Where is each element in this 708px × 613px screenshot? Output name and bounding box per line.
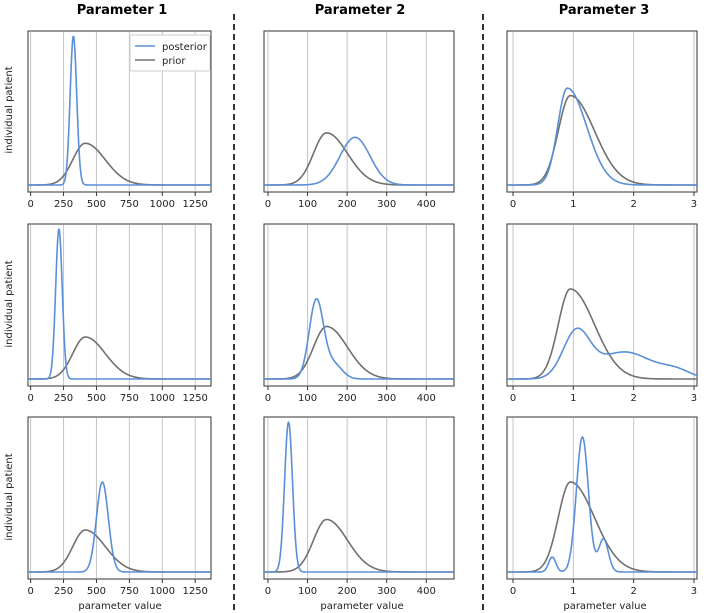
panel-frame: [27, 223, 212, 387]
ylabel-row-3: individual patient: [4, 453, 15, 540]
posterior-curve: [27, 481, 212, 573]
legend: posterior prior: [129, 34, 211, 72]
row-ylabels: individual patient individual patient in…: [4, 66, 15, 540]
xlabel-col-1: parameter value: [78, 601, 161, 612]
ylabel-row-2: individual patient: [4, 260, 15, 347]
x-tick-label: 250: [54, 586, 73, 597]
panel-frame: [506, 416, 698, 580]
posterior-curve: [506, 436, 698, 573]
x-tick-label: 400: [417, 393, 436, 404]
x-tick-label: 400: [417, 199, 436, 210]
panel-frame: [506, 30, 698, 193]
prior-curve: [506, 288, 698, 380]
x-tick-label: 0: [265, 199, 271, 210]
panel-r2-c3: 0 1 2 3: [506, 223, 698, 404]
xlabel-col-3: parameter value: [563, 601, 646, 612]
x-tick-label: 0: [27, 199, 33, 210]
x-tick-label: 200: [338, 586, 357, 597]
posterior-curve: [263, 136, 455, 186]
x-tick-label: 3: [691, 393, 697, 404]
x-tick-label: 1250: [182, 393, 207, 404]
x-tick-label: 100: [298, 393, 317, 404]
x-tick-label: 200: [338, 199, 357, 210]
x-tick-label: 0: [27, 586, 33, 597]
x-tick-label: 0: [510, 393, 516, 404]
x-tick-label: 0: [265, 586, 271, 597]
x-tick-label: 300: [377, 393, 396, 404]
panel-r3-c1: 0 250 500 750 1000 1250: [27, 416, 212, 597]
panel-frame: [263, 223, 455, 387]
x-tick-label: 2: [630, 199, 636, 210]
x-tick-label: 200: [338, 393, 357, 404]
legend-box: [129, 34, 211, 72]
x-tick-label: 1250: [182, 586, 207, 597]
ylabel-row-1: individual patient: [4, 66, 15, 153]
xlabel-col-2: parameter value: [320, 601, 403, 612]
x-tick-label: 0: [510, 199, 516, 210]
posterior-curve: [506, 87, 698, 186]
x-tick-label: 500: [87, 393, 106, 404]
x-tick-label: 1: [570, 586, 576, 597]
x-tick-label: 3: [691, 199, 697, 210]
panel-frame: [263, 30, 455, 193]
x-tick-label: 400: [417, 586, 436, 597]
x-tick-label: 1250: [182, 199, 207, 210]
x-tick-label: 100: [298, 199, 317, 210]
x-tick-label: 750: [120, 199, 139, 210]
x-tick-label: 3: [691, 586, 697, 597]
panel-r1-c3: 0 1 2 3: [506, 30, 698, 210]
posterior-curve: [263, 297, 455, 380]
x-tick-label: 1000: [150, 586, 175, 597]
panel-r2-c1: 0 250 500 750 1000 1250: [27, 223, 212, 404]
legend-prior-label: prior: [162, 56, 186, 67]
x-tick-label: 1: [570, 393, 576, 404]
posterior-curve: [27, 228, 212, 380]
column-title-3: Parameter 3: [559, 3, 650, 18]
x-tick-label: 500: [87, 586, 106, 597]
panel-r2-c2: 0 100 200 300 400: [263, 223, 455, 404]
x-tick-label: 1: [570, 199, 576, 210]
x-tick-label: 500: [87, 199, 106, 210]
column-title-1: Parameter 1: [77, 3, 168, 18]
posterior-curve: [27, 35, 212, 186]
posterior-curve: [506, 327, 698, 380]
x-tick-label: 2: [630, 586, 636, 597]
panel-frame: [27, 416, 212, 580]
x-tick-label: 250: [54, 199, 73, 210]
panel-frame: [263, 416, 455, 580]
x-tick-label: 100: [298, 586, 317, 597]
panel-r3-c3: 0 1 2 3: [506, 416, 698, 597]
x-tick-label: 250: [54, 393, 73, 404]
panel-frame: [506, 223, 698, 387]
x-tick-label: 0: [265, 393, 271, 404]
x-tick-label: 750: [120, 393, 139, 404]
panel-r3-c2: 0 100 200 300 400: [263, 416, 455, 597]
x-tick-label: 0: [27, 393, 33, 404]
column-xlabels: parameter value parameter value paramete…: [78, 601, 646, 612]
x-tick-label: 750: [120, 586, 139, 597]
x-tick-label: 1000: [150, 393, 175, 404]
x-tick-label: 300: [377, 586, 396, 597]
legend-posterior-label: posterior: [162, 42, 208, 53]
panels: 0 250 500 750 1000 1250 0 100 200 300 400 0 1 2 30 250 5…: [27, 30, 698, 597]
posterior-curve: [263, 421, 455, 573]
x-tick-label: 2: [630, 393, 636, 404]
x-tick-label: 300: [377, 199, 396, 210]
x-tick-label: 1000: [150, 199, 175, 210]
x-tick-label: 0: [510, 586, 516, 597]
column-titles: Parameter 1 Parameter 2 Parameter 3: [77, 3, 650, 18]
panel-r1-c2: 0 100 200 300 400: [263, 30, 455, 210]
column-title-2: Parameter 2: [315, 3, 406, 18]
